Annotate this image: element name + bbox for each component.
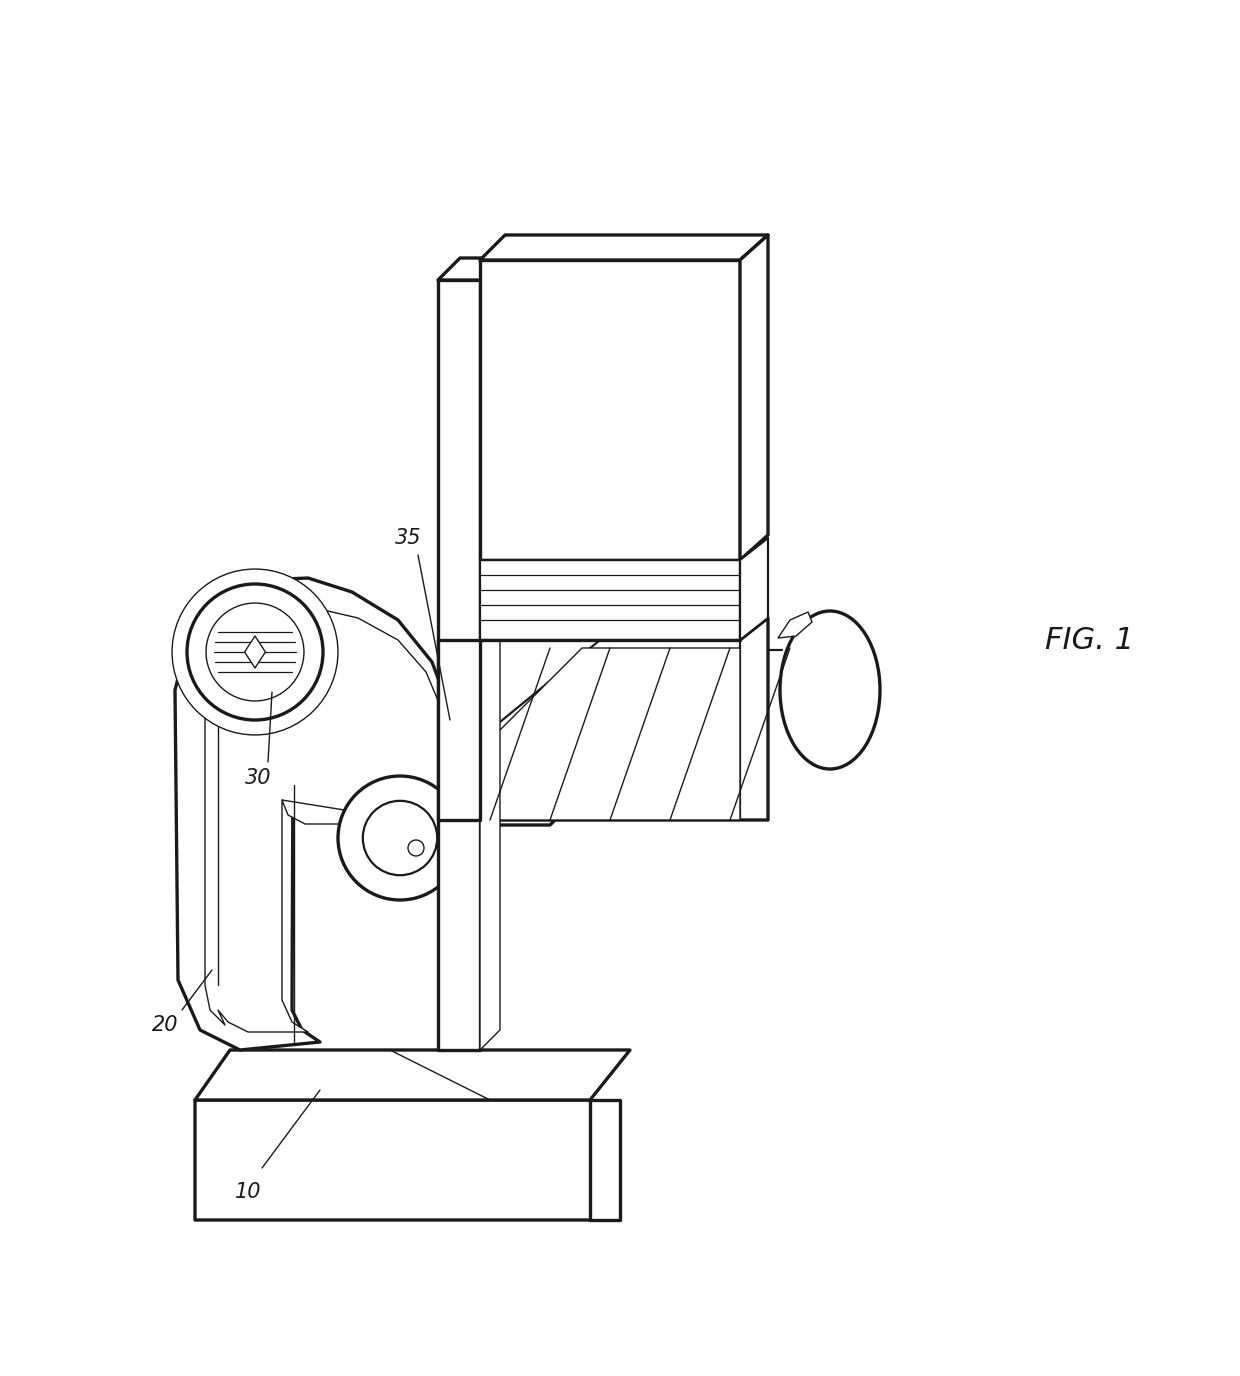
Text: 35: 35 [394,528,422,548]
Circle shape [187,583,322,720]
Polygon shape [480,648,740,820]
Circle shape [206,603,304,700]
Polygon shape [777,612,812,638]
Polygon shape [480,618,768,820]
Polygon shape [480,560,740,640]
Text: FIG. 1: FIG. 1 [1045,626,1135,655]
Polygon shape [438,279,480,1050]
Polygon shape [480,259,500,1050]
Text: 20: 20 [151,1015,179,1035]
Polygon shape [438,259,500,279]
Text: 30: 30 [244,768,272,788]
Ellipse shape [780,611,880,769]
Polygon shape [590,1099,620,1221]
Polygon shape [480,235,768,260]
Circle shape [408,839,424,856]
Polygon shape [477,640,740,820]
Polygon shape [195,1050,630,1099]
Polygon shape [195,1099,620,1221]
Polygon shape [175,578,562,1050]
Polygon shape [740,235,768,560]
Circle shape [339,776,463,900]
Polygon shape [205,608,453,1032]
Polygon shape [740,538,768,640]
Circle shape [172,570,339,735]
Circle shape [363,801,438,875]
Text: 10: 10 [234,1182,262,1203]
Polygon shape [480,260,740,560]
Polygon shape [244,636,265,667]
Polygon shape [438,640,480,820]
